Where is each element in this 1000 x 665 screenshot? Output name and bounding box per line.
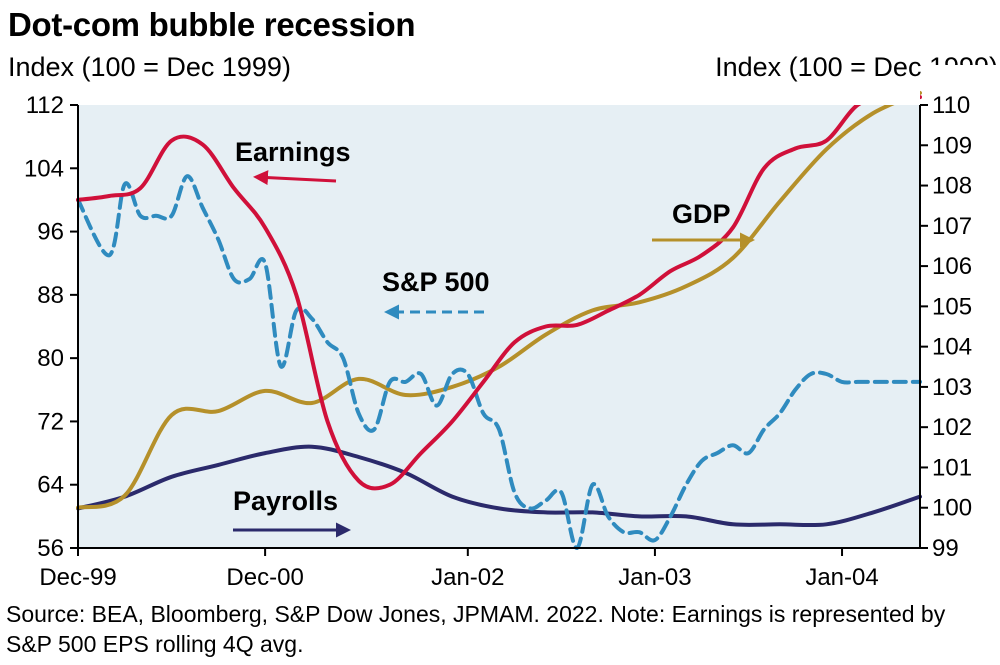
right-tick-label: 103 [932, 374, 972, 401]
left-tick-label: 64 [37, 472, 64, 499]
left-tick-label: 80 [37, 345, 64, 372]
right-tick-label: 108 [932, 173, 972, 200]
right-tick-label: 109 [932, 132, 972, 159]
right-tick-label: 107 [932, 213, 972, 240]
left-tick-label: 72 [37, 408, 64, 435]
left-tick-label: 88 [37, 282, 64, 309]
annotation-earnings: Earnings [235, 137, 351, 167]
source-note: Source: BEA, Bloomberg, S&P Dow Jones, J… [6, 601, 946, 657]
earnings-line [76, 94, 922, 491]
line-chart: 56 64 72 80 88 96 104 112 99 100 101 102 103 104 105 10… [0, 65, 1000, 591]
annotation-sp500: S&P 500 [382, 267, 490, 297]
plot-mask-top [78, 90, 920, 105]
x-tick-label: Dec-00 [226, 564, 303, 591]
right-tick-label: 104 [932, 334, 972, 361]
payrolls-line [76, 444, 922, 528]
left-tick-label: 56 [37, 535, 64, 562]
left-tick-label: 112 [26, 92, 64, 119]
plot-mask-right [922, 65, 1000, 549]
right-tick-label: 106 [932, 253, 972, 280]
left-tick-label: 104 [24, 155, 64, 182]
annotation-payrolls: Payrolls [233, 486, 338, 516]
x-tick-label: Jan-02 [431, 564, 504, 591]
plot-area [78, 105, 920, 548]
right-tick-label: 110 [932, 92, 970, 119]
sp500-line [76, 174, 922, 551]
left-tick-label: 96 [37, 219, 64, 246]
x-tick-label: Jan-04 [805, 564, 878, 591]
right-tick-label: 101 [932, 454, 972, 481]
right-tick-label: 100 [932, 495, 972, 522]
right-tick-label: 102 [932, 414, 972, 441]
plot-mask-left [0, 105, 76, 548]
x-tick-label: Dec-99 [39, 564, 116, 591]
x-tick-label: Jan-03 [618, 564, 691, 591]
left-axis-label: Index (100 = Dec 1999) [8, 52, 291, 82]
right-tick-label: 99 [932, 535, 959, 562]
chart-title: Dot-com bubble recession [8, 6, 416, 43]
annotation-arrow-earnings [253, 170, 337, 186]
gdp-line [76, 90, 922, 510]
annotation-gdp: GDP [672, 199, 731, 229]
right-tick-label: 105 [932, 293, 972, 320]
